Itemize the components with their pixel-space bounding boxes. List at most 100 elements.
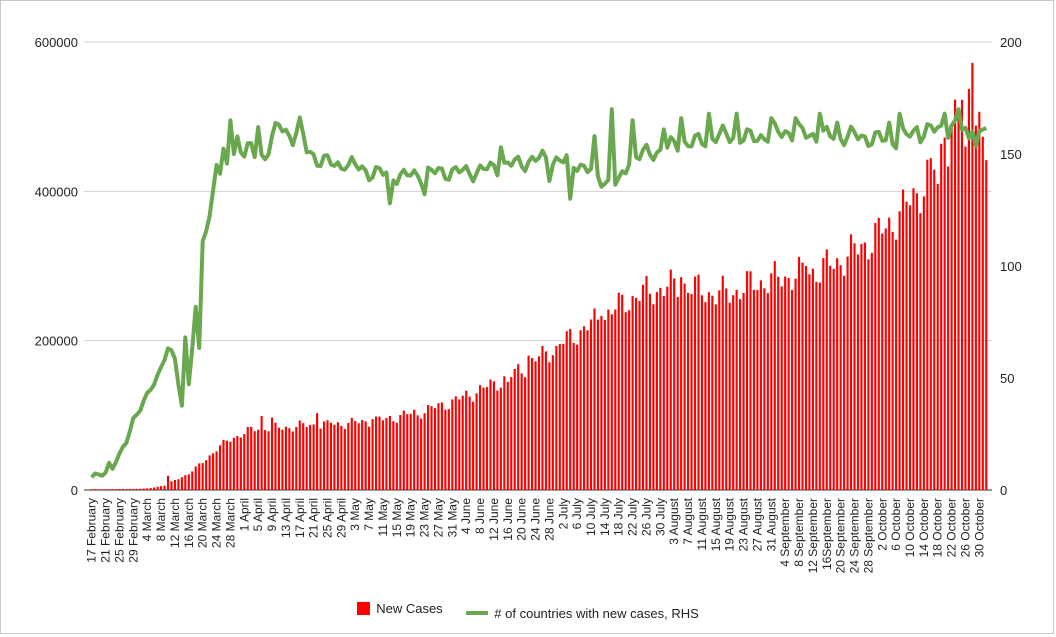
bar-new-cases (277, 427, 281, 490)
bar-new-cases (322, 421, 326, 490)
bar-new-cases (572, 342, 575, 490)
x-tick-label: 20 September (834, 498, 848, 573)
bar-new-cases (343, 428, 346, 490)
bar-new-cases (631, 296, 634, 490)
bar-new-cases (693, 276, 697, 490)
bar-new-cases (146, 488, 149, 490)
bar-new-cases (732, 295, 735, 490)
x-tick-label: 22 October (945, 498, 959, 557)
bar-new-cases (687, 292, 690, 490)
y2-tick-label: 50 (1000, 371, 1014, 386)
x-tick-label: 6 October (889, 498, 903, 551)
bar-new-cases (600, 316, 603, 490)
bar-new-cases (936, 183, 939, 490)
x-tick-label: 29 April (334, 498, 348, 538)
bar-new-cases (683, 283, 686, 490)
bar-new-cases (371, 419, 374, 490)
bar-new-cases (281, 429, 284, 490)
bar-new-cases (160, 486, 163, 490)
bar-new-cases (482, 387, 485, 490)
y-tick-label: 600000 (35, 35, 78, 50)
x-tick-label: 8 June (473, 498, 487, 534)
bar-new-cases (440, 402, 443, 490)
bar-new-cases (503, 376, 506, 490)
bar-new-cases (576, 344, 579, 490)
bar-new-cases (718, 290, 721, 490)
bar-new-cases (430, 406, 433, 490)
x-tick-label: 18 July (612, 498, 626, 536)
bar-new-cases (749, 271, 752, 490)
x-tick-label: 9 April (265, 498, 279, 531)
bar-new-cases (763, 288, 766, 490)
bar-new-cases (420, 418, 423, 490)
bar-new-cases (791, 289, 794, 490)
bar-new-cases (766, 293, 769, 490)
bar-new-cases (967, 89, 971, 490)
x-tick-label: 28 June (542, 498, 556, 541)
bar-new-cases (745, 271, 749, 490)
x-tick-label: 21 February (99, 498, 113, 563)
bar-new-cases (697, 274, 700, 490)
bar-new-cases (908, 205, 912, 490)
y2-tick-label: 0 (1000, 483, 1007, 498)
bar-new-cases (638, 301, 641, 490)
bar-new-cases (485, 387, 489, 490)
x-tick-label: 30 October (972, 498, 986, 557)
x-tick-label: 13 April (279, 498, 293, 538)
x-tick-label: 2 July (556, 498, 570, 529)
bar-new-cases (614, 309, 617, 490)
x-tick-label: 16 June (501, 498, 515, 541)
bar-new-cases (797, 256, 801, 490)
y2-tick-label: 100 (1000, 259, 1022, 274)
bar-new-cases (610, 314, 613, 490)
bar-new-cases (94, 489, 97, 490)
bar-new-cases (950, 124, 953, 491)
y-tick-label: 0 (71, 483, 78, 498)
bar-new-cases (662, 296, 665, 490)
bar-new-cases (496, 390, 499, 490)
bar-new-cases (544, 351, 548, 490)
bar-new-cases (752, 289, 756, 490)
bar-new-cases (801, 262, 804, 490)
bar-new-cases (194, 466, 197, 490)
bar-new-cases (874, 223, 877, 490)
bar-new-cases (811, 268, 814, 490)
bar-new-cases (409, 413, 412, 490)
bar-new-cases (381, 420, 385, 490)
bar-new-cases (711, 295, 714, 490)
bar-new-cases (364, 421, 367, 490)
x-tick-label: 8 March (154, 498, 168, 541)
legend-swatch-green (466, 611, 489, 615)
x-tick-label: 24 March (210, 498, 224, 548)
bar-new-cases (586, 330, 589, 490)
bar-new-cases (714, 304, 717, 490)
bar-new-cases (475, 393, 478, 490)
bar-new-cases (104, 489, 107, 490)
bar-new-cases (635, 297, 638, 490)
bar-new-cases (444, 409, 447, 490)
x-tick-label: 16 March (182, 498, 196, 548)
x-tick-label: 25 February (112, 498, 126, 563)
bar-new-cases (641, 284, 645, 490)
bar-new-cases (458, 399, 461, 490)
x-tick-label: 17 February (85, 498, 99, 563)
x-tick-label: 6 July (570, 498, 584, 529)
bar-new-cases (90, 489, 93, 490)
y-tick-label: 200000 (35, 334, 78, 349)
legend-item-new-cases[interactable]: New Cases (357, 601, 443, 616)
bar-new-cases (413, 409, 416, 490)
bar-new-cases (971, 62, 974, 490)
bar-new-cases (135, 488, 138, 490)
bar-new-cases (336, 422, 339, 490)
bar-new-cases (451, 399, 454, 490)
x-tick-label: 31 August (764, 497, 778, 551)
bar-new-cases (513, 368, 516, 490)
bar-new-cases (111, 489, 114, 490)
x-tick-label: 28 March (223, 498, 237, 548)
bar-new-cases (964, 146, 967, 491)
bar-new-cases (870, 252, 873, 490)
x-tick-label: 8 September (792, 498, 806, 567)
legend-item-countries[interactable]: # of countries with new cases, RHS (466, 606, 699, 621)
bar-new-cases (960, 100, 964, 490)
bar-new-cases (593, 308, 596, 490)
